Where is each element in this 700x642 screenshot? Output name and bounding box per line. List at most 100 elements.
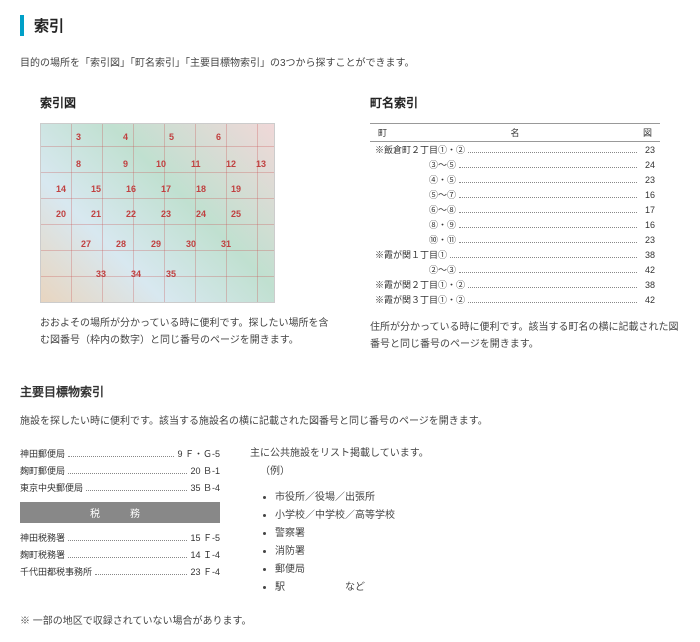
tax-header-bar: 税 務 <box>20 502 220 523</box>
landmark-row: 麹町税務署14 Ｉ‐4 <box>20 546 220 563</box>
town-row: ③～⑤ 24 <box>370 157 660 172</box>
facility-ref: 15 Ｆ‐5 <box>190 531 220 544</box>
town-row: ※飯倉町２丁目①・② 23 <box>370 142 660 157</box>
example-item: 市役所／役場／出張所 <box>275 489 680 507</box>
footnote: ※ 一部の地区で収録されていない場合があります。 <box>20 612 680 627</box>
town-page: 24 <box>640 160 660 170</box>
map-grid-number: 22 <box>126 209 136 219</box>
facility-name: 麹町税務署 <box>20 548 65 561</box>
map-grid-number: 12 <box>226 159 236 169</box>
index-map-title: 索引図 <box>20 94 330 111</box>
index-map-desc: おおよその場所が分かっている時に便利です。探したい場所を含む図番号（枠内の数字）… <box>20 315 330 349</box>
map-grid-number: 14 <box>56 184 66 194</box>
map-grid-number: 13 <box>256 159 266 169</box>
example-item: 消防署 <box>275 543 680 561</box>
town-page: 23 <box>640 235 660 245</box>
map-grid-number: 19 <box>231 184 241 194</box>
town-name: ③～⑤ <box>370 158 456 171</box>
landmark-example-label: （例） <box>250 463 680 481</box>
facility-ref: 35 Ｂ‐4 <box>190 481 220 494</box>
map-grid-number: 5 <box>169 132 174 142</box>
map-grid-number: 30 <box>186 239 196 249</box>
town-row: ⑩・⑪ 23 <box>370 232 660 247</box>
facility-name: 神田郵便局 <box>20 447 65 460</box>
town-page: 16 <box>640 190 660 200</box>
map-grid-number: 8 <box>76 159 81 169</box>
town-page: 16 <box>640 220 660 230</box>
town-row: ⑤～⑦ 16 <box>370 187 660 202</box>
town-row: ⑧・⑨ 16 <box>370 217 660 232</box>
map-grid-number: 21 <box>91 209 101 219</box>
town-name: ※飯倉町２丁目①・② <box>370 143 465 156</box>
index-map-section: 索引図 345689101112131415161718192021222324… <box>20 94 330 353</box>
map-grid-number: 11 <box>191 159 201 169</box>
landmark-intro: 施設を探したい時に便利です。該当する施設名の横に記載された図番号と同じ番号のペー… <box>20 412 680 427</box>
facility-ref: 20 Ｂ‐1 <box>190 464 220 477</box>
map-grid-number: 15 <box>91 184 101 194</box>
map-grid-number: 6 <box>216 132 221 142</box>
landmark-section: 主要目標物索引 施設を探したい時に便利です。該当する施設名の横に記載された図番号… <box>20 383 680 597</box>
map-grid-number: 16 <box>126 184 136 194</box>
town-row: ④・⑤ 23 <box>370 172 660 187</box>
landmark-row: 神田郵便局9 Ｆ・Ｇ‐5 <box>20 445 220 462</box>
landmark-right-intro: 主に公共施設をリスト掲載しています。 <box>250 445 680 463</box>
example-item: 駅 など <box>275 579 680 597</box>
town-page: 42 <box>640 265 660 275</box>
town-name: ⑩・⑪ <box>370 233 456 246</box>
town-page: 38 <box>640 280 660 290</box>
map-grid-number: 10 <box>156 159 166 169</box>
town-page: 42 <box>640 295 660 305</box>
town-row: ※霞が関３丁目①・② 42 <box>370 292 660 307</box>
intro-text: 目的の場所を「索引図」「町名索引」「主要目標物索引」の3つから探すことができます… <box>20 54 680 69</box>
town-row: ②～③ 42 <box>370 262 660 277</box>
town-header-col1: 町 <box>370 126 395 139</box>
town-name: ※霞が関２丁目①・② <box>370 278 465 291</box>
town-name: ④・⑤ <box>370 173 456 186</box>
facility-name: 東京中央郵便局 <box>20 481 83 494</box>
map-grid-number: 9 <box>123 159 128 169</box>
landmark-title: 主要目標物索引 <box>20 383 680 400</box>
town-name: ⑥～⑧ <box>370 203 456 216</box>
town-row: ※霞が関２丁目①・② 38 <box>370 277 660 292</box>
map-grid-number: 23 <box>161 209 171 219</box>
town-row: ⑥～⑧ 17 <box>370 202 660 217</box>
town-index-title: 町名索引 <box>370 94 680 111</box>
landmark-description: 主に公共施設をリスト掲載しています。 （例） 市役所／役場／出張所小学校／中学校… <box>250 445 680 597</box>
town-page: 23 <box>640 175 660 185</box>
facility-name: 麹町郵便局 <box>20 464 65 477</box>
town-header-col2: 名 <box>395 126 635 139</box>
town-name: ②～③ <box>370 263 456 276</box>
map-grid-number: 27 <box>81 239 91 249</box>
map-grid-number: 4 <box>123 132 128 142</box>
two-column-layout: 索引図 345689101112131415161718192021222324… <box>20 94 680 353</box>
map-grid-number: 31 <box>221 239 231 249</box>
index-map-image: 3456891011121314151617181920212223242527… <box>40 123 275 303</box>
town-name: ⑧・⑨ <box>370 218 456 231</box>
map-grid-number: 18 <box>196 184 206 194</box>
landmark-row: 千代田都税事務所23 Ｆ‐4 <box>20 563 220 580</box>
page-title: 索引 <box>20 15 680 36</box>
landmark-row: 神田税務署15 Ｆ‐5 <box>20 529 220 546</box>
map-grid-number: 29 <box>151 239 161 249</box>
map-grid-number: 34 <box>131 269 141 279</box>
town-index-section: 町名索引 町 名 図 ※飯倉町２丁目①・② 23 ③～⑤ 24 ④・⑤ 23 ⑤～⑦ 1… <box>370 94 680 353</box>
town-name: ※霞が関３丁目①・② <box>370 293 465 306</box>
map-grid-number: 17 <box>161 184 171 194</box>
town-row: ※霞が関１丁目①38 <box>370 247 660 262</box>
example-item: 小学校／中学校／高等学校 <box>275 507 680 525</box>
town-page: 23 <box>640 145 660 155</box>
example-item: 警察署 <box>275 525 680 543</box>
town-header-col3: 図 <box>635 126 660 139</box>
map-grid-number: 3 <box>76 132 81 142</box>
town-page: 17 <box>640 205 660 215</box>
town-name: ※霞が関１丁目① <box>370 248 447 261</box>
example-item: 郵便局 <box>275 561 680 579</box>
landmark-row: 麹町郵便局 20 Ｂ‐1 <box>20 462 220 479</box>
town-name: ⑤～⑦ <box>370 188 456 201</box>
map-grid-number: 25 <box>231 209 241 219</box>
landmark-table: 神田郵便局9 Ｆ・Ｇ‐5 麹町郵便局 20 Ｂ‐1 東京中央郵便局 35 Ｂ‐4 税 務… <box>20 445 220 597</box>
map-grid-number: 35 <box>166 269 176 279</box>
facility-ref: 23 Ｆ‐4 <box>190 565 220 578</box>
landmark-row: 東京中央郵便局 35 Ｂ‐4 <box>20 479 220 496</box>
map-grid-number: 24 <box>196 209 206 219</box>
